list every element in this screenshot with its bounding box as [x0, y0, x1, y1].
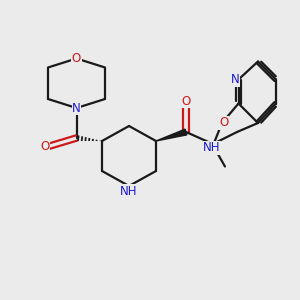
Text: O: O: [182, 94, 190, 108]
Text: N: N: [72, 101, 81, 115]
Polygon shape: [156, 129, 187, 141]
Text: NH: NH: [120, 185, 138, 198]
Text: O: O: [219, 116, 228, 130]
Text: NH: NH: [203, 141, 220, 154]
Text: N: N: [230, 73, 239, 86]
Text: O: O: [72, 52, 81, 65]
Text: O: O: [40, 140, 50, 154]
